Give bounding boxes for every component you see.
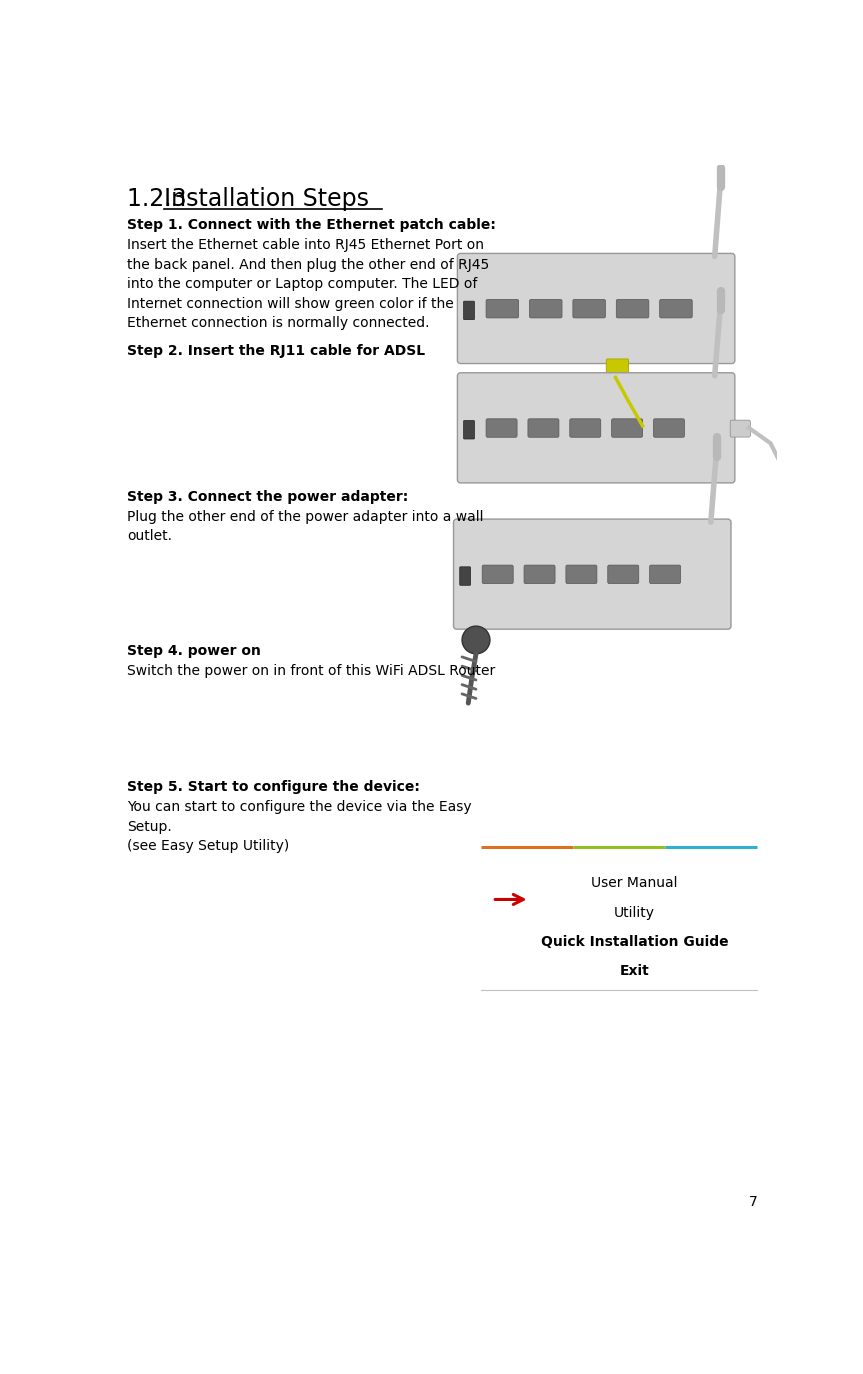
FancyBboxPatch shape (570, 419, 601, 437)
Text: Step 2. Insert the RJ11 cable for ADSL: Step 2. Insert the RJ11 cable for ADSL (127, 344, 425, 357)
Text: Step 1. Connect with the Ethernet patch cable:: Step 1. Connect with the Ethernet patch … (127, 218, 496, 232)
FancyBboxPatch shape (606, 359, 628, 379)
Circle shape (462, 627, 490, 654)
FancyBboxPatch shape (524, 565, 555, 584)
Text: Quick Installation Guide: Quick Installation Guide (541, 934, 728, 949)
FancyBboxPatch shape (454, 519, 731, 629)
Text: Plug the other end of the power adapter into a wall
outlet.: Plug the other end of the power adapter … (127, 510, 484, 543)
Text: You can start to configure the device via the Easy
Setup.
(see Easy Setup Utilit: You can start to configure the device vi… (127, 800, 472, 853)
FancyBboxPatch shape (653, 419, 684, 437)
FancyBboxPatch shape (528, 419, 559, 437)
Text: Installation Steps: Installation Steps (164, 187, 369, 212)
FancyBboxPatch shape (463, 301, 475, 320)
Text: Step 4. power on: Step 4. power on (127, 644, 261, 658)
FancyBboxPatch shape (659, 300, 692, 317)
FancyBboxPatch shape (573, 300, 606, 317)
FancyBboxPatch shape (616, 300, 649, 317)
Text: Switch the power on in front of this WiFi ADSL Router: Switch the power on in front of this WiF… (127, 664, 495, 677)
FancyBboxPatch shape (608, 565, 639, 584)
Text: 1.2.3: 1.2.3 (127, 187, 194, 212)
Text: Utility: Utility (614, 905, 655, 919)
FancyBboxPatch shape (463, 420, 475, 440)
Text: User Manual: User Manual (591, 877, 677, 890)
FancyBboxPatch shape (482, 565, 513, 584)
Text: Insert the Ethernet cable into RJ45 Ethernet Port on
the back panel. And then pl: Insert the Ethernet cable into RJ45 Ethe… (127, 238, 489, 330)
FancyBboxPatch shape (457, 253, 735, 364)
FancyBboxPatch shape (650, 565, 681, 584)
FancyBboxPatch shape (486, 300, 519, 317)
FancyBboxPatch shape (730, 420, 750, 437)
FancyBboxPatch shape (460, 567, 470, 585)
FancyBboxPatch shape (530, 300, 562, 317)
Text: Step 3. Connect the power adapter:: Step 3. Connect the power adapter: (127, 489, 408, 504)
FancyBboxPatch shape (457, 372, 735, 482)
FancyBboxPatch shape (486, 419, 517, 437)
FancyBboxPatch shape (566, 565, 597, 584)
FancyBboxPatch shape (612, 419, 643, 437)
Text: 7: 7 (748, 1195, 758, 1209)
Text: Step 5. Start to configure the device:: Step 5. Start to configure the device: (127, 780, 420, 794)
Text: Exit: Exit (620, 965, 649, 978)
